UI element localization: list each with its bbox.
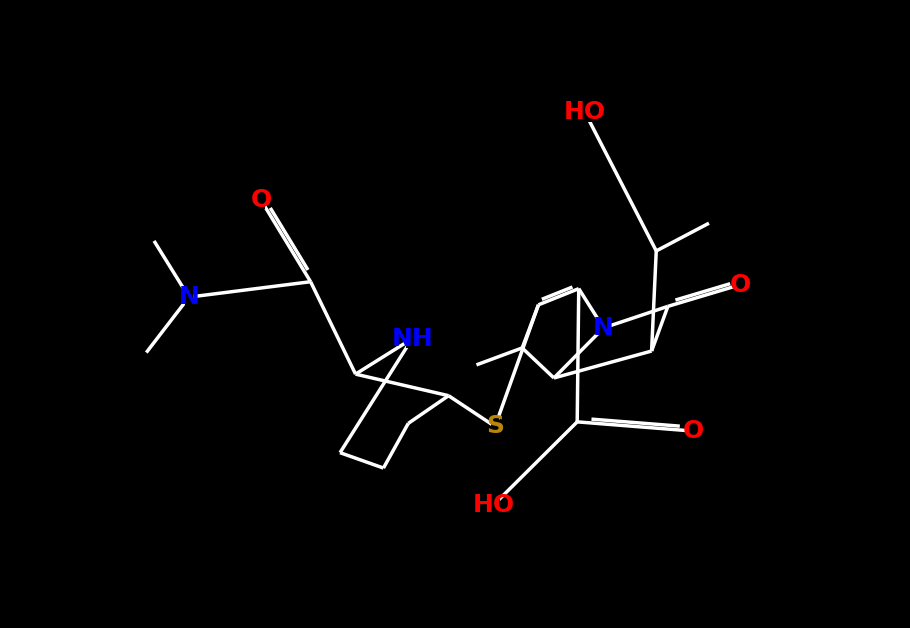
Text: O: O	[250, 188, 271, 212]
Bar	[491, 417, 499, 436]
Bar	[185, 288, 193, 306]
Text: O: O	[682, 419, 704, 443]
Text: N: N	[178, 285, 199, 309]
Text: HO: HO	[472, 493, 514, 517]
Text: N: N	[593, 316, 614, 340]
Bar	[600, 318, 608, 337]
Bar	[487, 495, 501, 514]
Text: O: O	[729, 273, 751, 297]
Text: S: S	[486, 414, 504, 438]
Bar	[690, 422, 698, 440]
Bar	[406, 330, 419, 348]
Text: HO: HO	[564, 100, 606, 124]
Bar	[257, 191, 265, 209]
Bar	[736, 276, 744, 294]
Text: NH: NH	[391, 327, 433, 350]
Bar	[579, 103, 592, 122]
